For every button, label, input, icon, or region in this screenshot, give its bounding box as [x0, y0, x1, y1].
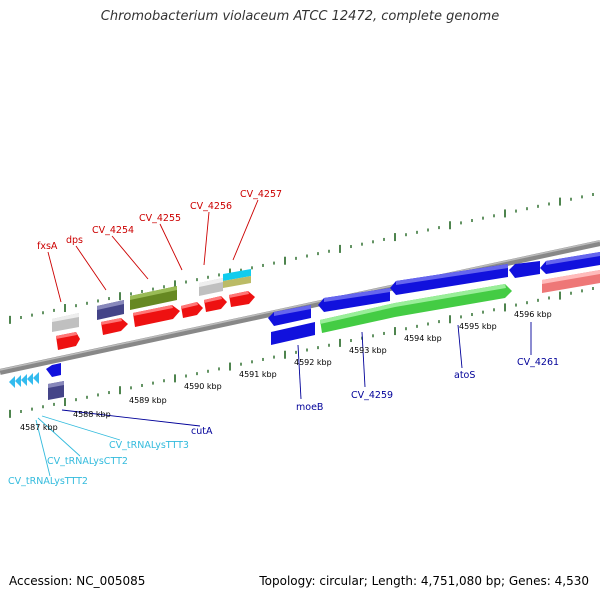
trna-marker	[21, 374, 27, 386]
gene-cutA[interactable]	[46, 363, 61, 377]
gene-label-fxsA[interactable]: fxsA	[37, 241, 58, 252]
label-leader-line	[203, 211, 210, 266]
gene-CV_4256[interactable]	[204, 296, 227, 312]
gene-atoS-upper[interactable]	[390, 264, 508, 295]
gene-label-cutA[interactable]: cutA	[191, 426, 213, 437]
label-leader-line	[35, 419, 51, 477]
gene-label-CV_tRNALysCTT2[interactable]: CV_tRNALysCTT2	[47, 456, 128, 467]
gene-label-CV_tRNALysTTT2[interactable]: CV_tRNALysTTT2	[8, 476, 88, 487]
kbp-label: 4587 kbp	[20, 423, 58, 432]
gene-CV_4255[interactable]	[181, 302, 203, 318]
label-leader-line	[111, 235, 149, 280]
kbp-label: 4588 kbp	[73, 410, 111, 419]
gene-CV_4259[interactable]	[320, 303, 395, 333]
kbp-label: 4592 kbp	[294, 358, 332, 367]
feature-navy-1	[97, 300, 124, 320]
gene-CV_4260[interactable]	[318, 288, 390, 312]
trna-marker	[27, 373, 33, 385]
label-leader-line	[297, 344, 302, 400]
feature-olive-1	[130, 286, 177, 310]
label-leader-line	[37, 417, 81, 457]
trna-genes	[9, 372, 39, 388]
gene-CV_4261[interactable]	[509, 252, 600, 278]
genome-title: Chromobacterium violaceum ATCC 12472, co…	[100, 9, 500, 24]
gene-label-CV_4261[interactable]: CV_4261	[517, 357, 559, 368]
gene-fxsA[interactable]	[56, 332, 80, 350]
kbp-label: 4594 kbp	[404, 334, 442, 343]
gene-label-CV_tRNALysTTT3[interactable]: CV_tRNALysTTT3	[109, 440, 189, 451]
kbp-label: 4595 kbp	[459, 322, 497, 331]
forward-gene-labels: fxsA dps CV_4254 CV_4255 CV_4256 CV_4257	[37, 189, 282, 252]
label-leader-line	[41, 415, 121, 441]
kbp-scale-labels: 4587 kbp 4588 kbp 4589 kbp 4590 kbp 4591…	[20, 310, 552, 432]
gene-CV_4254[interactable]	[133, 305, 180, 327]
feature-pink-1	[542, 270, 600, 293]
tick-track-top	[9, 193, 594, 324]
trna-marker	[9, 376, 15, 388]
trna-marker	[15, 375, 21, 387]
kbp-label: 4591 kbp	[239, 370, 277, 379]
label-leader-line	[61, 409, 201, 427]
genome-summary-text: Topology: circular; Length: 4,751,080 bp…	[259, 574, 589, 588]
accession-text: Accession: NC_005085	[9, 574, 146, 588]
gene-CV_4257[interactable]	[229, 291, 255, 307]
label-leader-line	[232, 199, 259, 261]
gene-label-CV_4255[interactable]: CV_4255	[139, 213, 181, 224]
trna-labels: CV_tRNALysTTT3 CV_tRNALysCTT2 CV_tRNALys…	[8, 440, 189, 487]
label-leader-line	[159, 223, 183, 271]
tick-track-bottom	[9, 287, 594, 418]
genome-backbone	[0, 240, 600, 375]
feature-gray-1	[52, 313, 79, 332]
label-leader-line	[75, 245, 107, 291]
label-leaders	[35, 199, 532, 477]
gene-label-moeB[interactable]: moeB	[296, 402, 323, 413]
label-leader-line	[47, 251, 62, 303]
upper-features	[52, 269, 251, 332]
feature-khaki-1	[223, 276, 251, 288]
feature-navy-2	[48, 381, 64, 400]
gene-label-CV_4257[interactable]: CV_4257	[240, 189, 282, 200]
reverse-genes	[46, 252, 600, 400]
gene-label-CV_4259[interactable]: CV_4259	[351, 390, 393, 401]
gene-label-CV_4256[interactable]: CV_4256	[190, 201, 232, 212]
gene-label-atoS[interactable]: atoS	[454, 370, 475, 381]
feature-cyan-1	[223, 269, 251, 281]
label-leader-line	[361, 331, 366, 388]
trna-marker	[33, 372, 39, 384]
gene-atoS[interactable]	[395, 284, 512, 317]
gene-label-CV_4254[interactable]: CV_4254	[92, 225, 134, 236]
kbp-label: 4590 kbp	[184, 382, 222, 391]
kbp-label: 4596 kbp	[514, 310, 552, 319]
kbp-label: 4593 kbp	[349, 346, 387, 355]
label-leader-line	[457, 324, 463, 369]
reverse-gene-labels: cutA moeB CV_4259 atoS CV_4261	[191, 357, 559, 437]
forward-genes	[56, 284, 512, 350]
kbp-label: 4589 kbp	[129, 396, 167, 405]
gene-moeB[interactable]	[268, 305, 315, 345]
gene-dps[interactable]	[101, 318, 128, 335]
gene-label-dps[interactable]: dps	[66, 235, 83, 246]
feature-gray-2	[199, 278, 223, 296]
